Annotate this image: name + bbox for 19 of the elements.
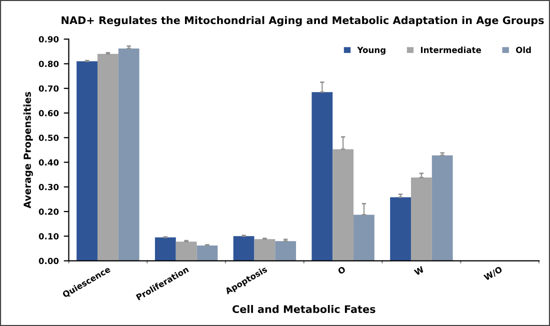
x-tick-label: W [414, 266, 424, 276]
y-tick-label: 0.40 [38, 159, 59, 166]
x-tick-label: O [337, 266, 346, 275]
y-tick-label: 0.30 [38, 184, 59, 190]
y-tick-label: 0.80 [38, 60, 59, 68]
x-axis-title: Cell and Metabolic Fates [232, 305, 376, 314]
y-tick-label: 0.00 [38, 258, 59, 264]
legend-label: Intermediate [421, 46, 482, 54]
y-tick-label: 0.50 [38, 134, 59, 141]
y-tick-label: 0.60 [38, 110, 59, 116]
chart-title: NAD+ Regulates the Mitochondrial Aging and Metabolic Adaptation in Age Groups [62, 16, 544, 26]
y-axis-title: Average Propensities [23, 92, 33, 208]
legend-label: Young [357, 46, 386, 55]
y-tick-label: 0.70 [38, 85, 59, 92]
legend-label: Old [516, 46, 531, 54]
y-tick-label: 0.90 [38, 36, 59, 42]
y-tick-label: 0.20 [38, 208, 59, 215]
y-tick-label: 0.10 [38, 233, 59, 240]
x-tick-label: W/O [483, 266, 503, 282]
